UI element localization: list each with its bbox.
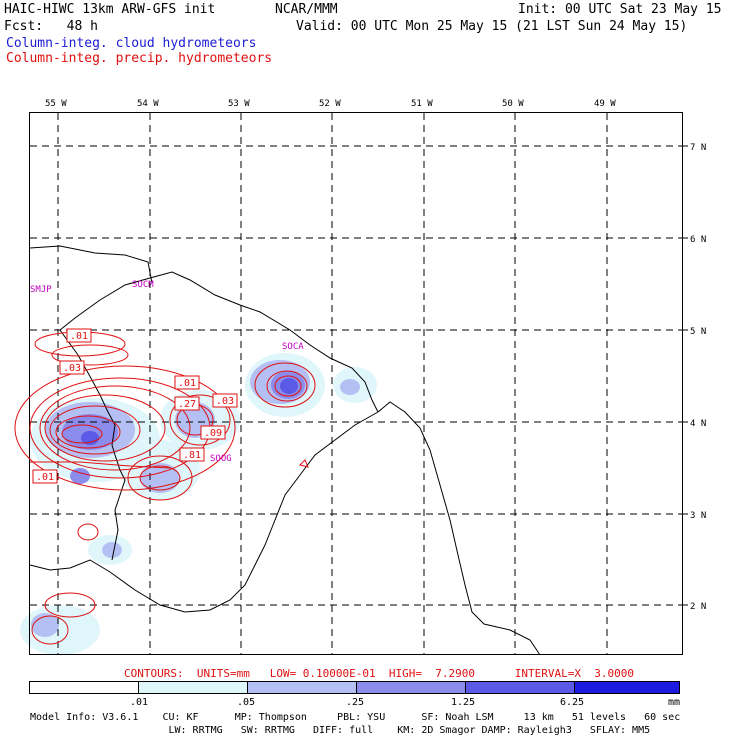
valid-time: Valid: 00 UTC Mon 25 May 15 (21 LST Sun … <box>296 19 688 34</box>
contour-label: .03 <box>216 396 234 407</box>
contour-label: .01 <box>36 472 54 483</box>
contour-label: .03 <box>63 363 81 374</box>
lat-label: 2 N <box>690 602 706 612</box>
lon-label: 49 W <box>594 99 616 109</box>
lon-label: 50 W <box>502 99 524 109</box>
contour-label: .27 <box>178 399 196 410</box>
legend-cloud: Column-integ. cloud hydrometeors <box>6 36 257 51</box>
lon-label: 51 W <box>411 99 433 109</box>
latitude-labels: 7 N 6 N 5 N 4 N 3 N 2 N <box>690 143 706 612</box>
lon-label: 54 W <box>137 99 159 109</box>
contour-labels: .01 .03 .01 .27 .03 .09 .81 .01 <box>32 328 238 484</box>
model-info-line2: LW: RRTMG SW: RRTMG DIFF: full KM: 2D Sm… <box>30 725 651 736</box>
lon-label: 52 W <box>319 99 341 109</box>
model-info-line1: Model Info: V3.6.1 CU: KF MP: Thompson P… <box>30 712 681 723</box>
lat-label: 4 N <box>690 419 706 429</box>
station-labels: SMJP SOCM SOCA SOOG <box>30 280 304 464</box>
longitude-labels: 55 W 54 W 53 W 52 W 51 W 50 W 49 W <box>45 99 616 109</box>
colorbar-tick: 1.25 <box>451 697 475 708</box>
station-label: SOOG <box>210 454 232 464</box>
contour-label: .81 <box>183 450 201 461</box>
contour-label: .01 <box>178 378 196 389</box>
colorbar <box>29 681 680 694</box>
lat-label: 6 N <box>690 235 706 245</box>
contour-info: CONTOURS: UNITS=mm LOW= 0.10000E-01 HIGH… <box>124 667 634 680</box>
station-label: SMJP <box>30 285 52 295</box>
contour-label: .09 <box>204 428 222 439</box>
forecast-hour: Fcst: 48 h <box>4 19 98 34</box>
colorbar-tick: .25 <box>346 697 364 708</box>
lat-label: 3 N <box>690 511 706 521</box>
lon-label: 55 W <box>45 99 67 109</box>
coastlines <box>29 245 541 656</box>
station-label: SOCA <box>282 342 304 352</box>
init-time: Init: 00 UTC Sat 23 May 15 <box>518 2 722 17</box>
map-frame <box>29 112 683 655</box>
legend-precip: Column-integ. precip. hydrometeors <box>6 51 273 66</box>
lat-lon-grid <box>30 113 682 655</box>
colorbar-units: mm <box>668 697 680 708</box>
lon-label: 53 W <box>228 99 250 109</box>
colorbar-ticks: .01 .05 .25 1.25 6.25 mm <box>130 697 680 708</box>
model-title: HAIC-HIWC 13km ARW-GFS init <box>4 2 216 17</box>
contour-label: .01 <box>70 331 88 342</box>
lat-ticks <box>682 145 688 606</box>
lat-label: 5 N <box>690 327 706 337</box>
station-label: SOCM <box>132 280 154 290</box>
org-label: NCAR/MMM <box>275 2 338 17</box>
lat-label: 7 N <box>690 143 706 153</box>
colorbar-tick: .05 <box>237 697 255 708</box>
colorbar-tick: .01 <box>130 697 148 708</box>
colorbar-tick: 6.25 <box>560 697 584 708</box>
